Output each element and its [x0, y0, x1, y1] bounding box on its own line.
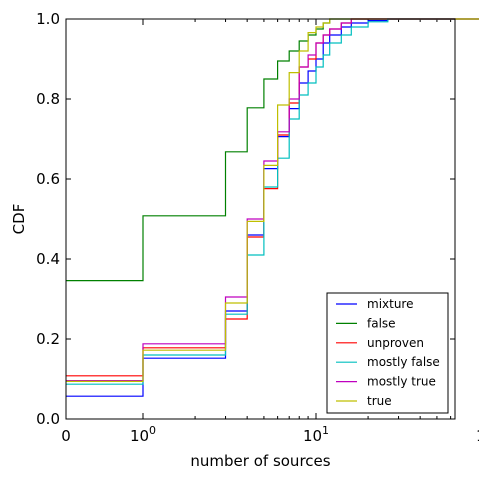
x-tick-label: 100 — [130, 424, 156, 445]
y-tick-label: 0.2 — [36, 330, 60, 348]
legend-label: unproven — [367, 336, 424, 350]
x-tick-label: 102 — [476, 424, 479, 445]
legend-label: mostly true — [367, 375, 436, 389]
y-tick-label: 0.0 — [36, 410, 60, 428]
x-axis-label: number of sources — [190, 452, 330, 470]
legend-label: true — [367, 394, 392, 408]
series-line-false — [66, 18, 479, 282]
y-tick-label: 0.8 — [36, 90, 60, 108]
series-layer — [66, 18, 479, 397]
legend-label: false — [367, 316, 396, 330]
tick-labels: 0.0 0.2 0.4 0.6 0.8 1.0 0 100 101 102 — [36, 10, 479, 445]
legend: mixture false unproven mostly false mostly t… — [326, 292, 449, 414]
y-tick-label: 0.4 — [36, 250, 60, 268]
y-tick-label: 1.0 — [36, 10, 60, 28]
legend-label: mostly false — [367, 355, 440, 369]
plot-frame — [65, 18, 456, 420]
y-axis-label: CDF — [10, 204, 28, 235]
y-tick-label: 0.6 — [36, 170, 60, 188]
x-tick-label: 101 — [303, 424, 329, 445]
legend-box — [326, 292, 449, 414]
legend-label: mixture — [367, 297, 414, 311]
series-line-mostly-false — [66, 18, 479, 385]
series-line-true — [66, 18, 479, 382]
x-tick-label: 0 — [61, 427, 71, 445]
